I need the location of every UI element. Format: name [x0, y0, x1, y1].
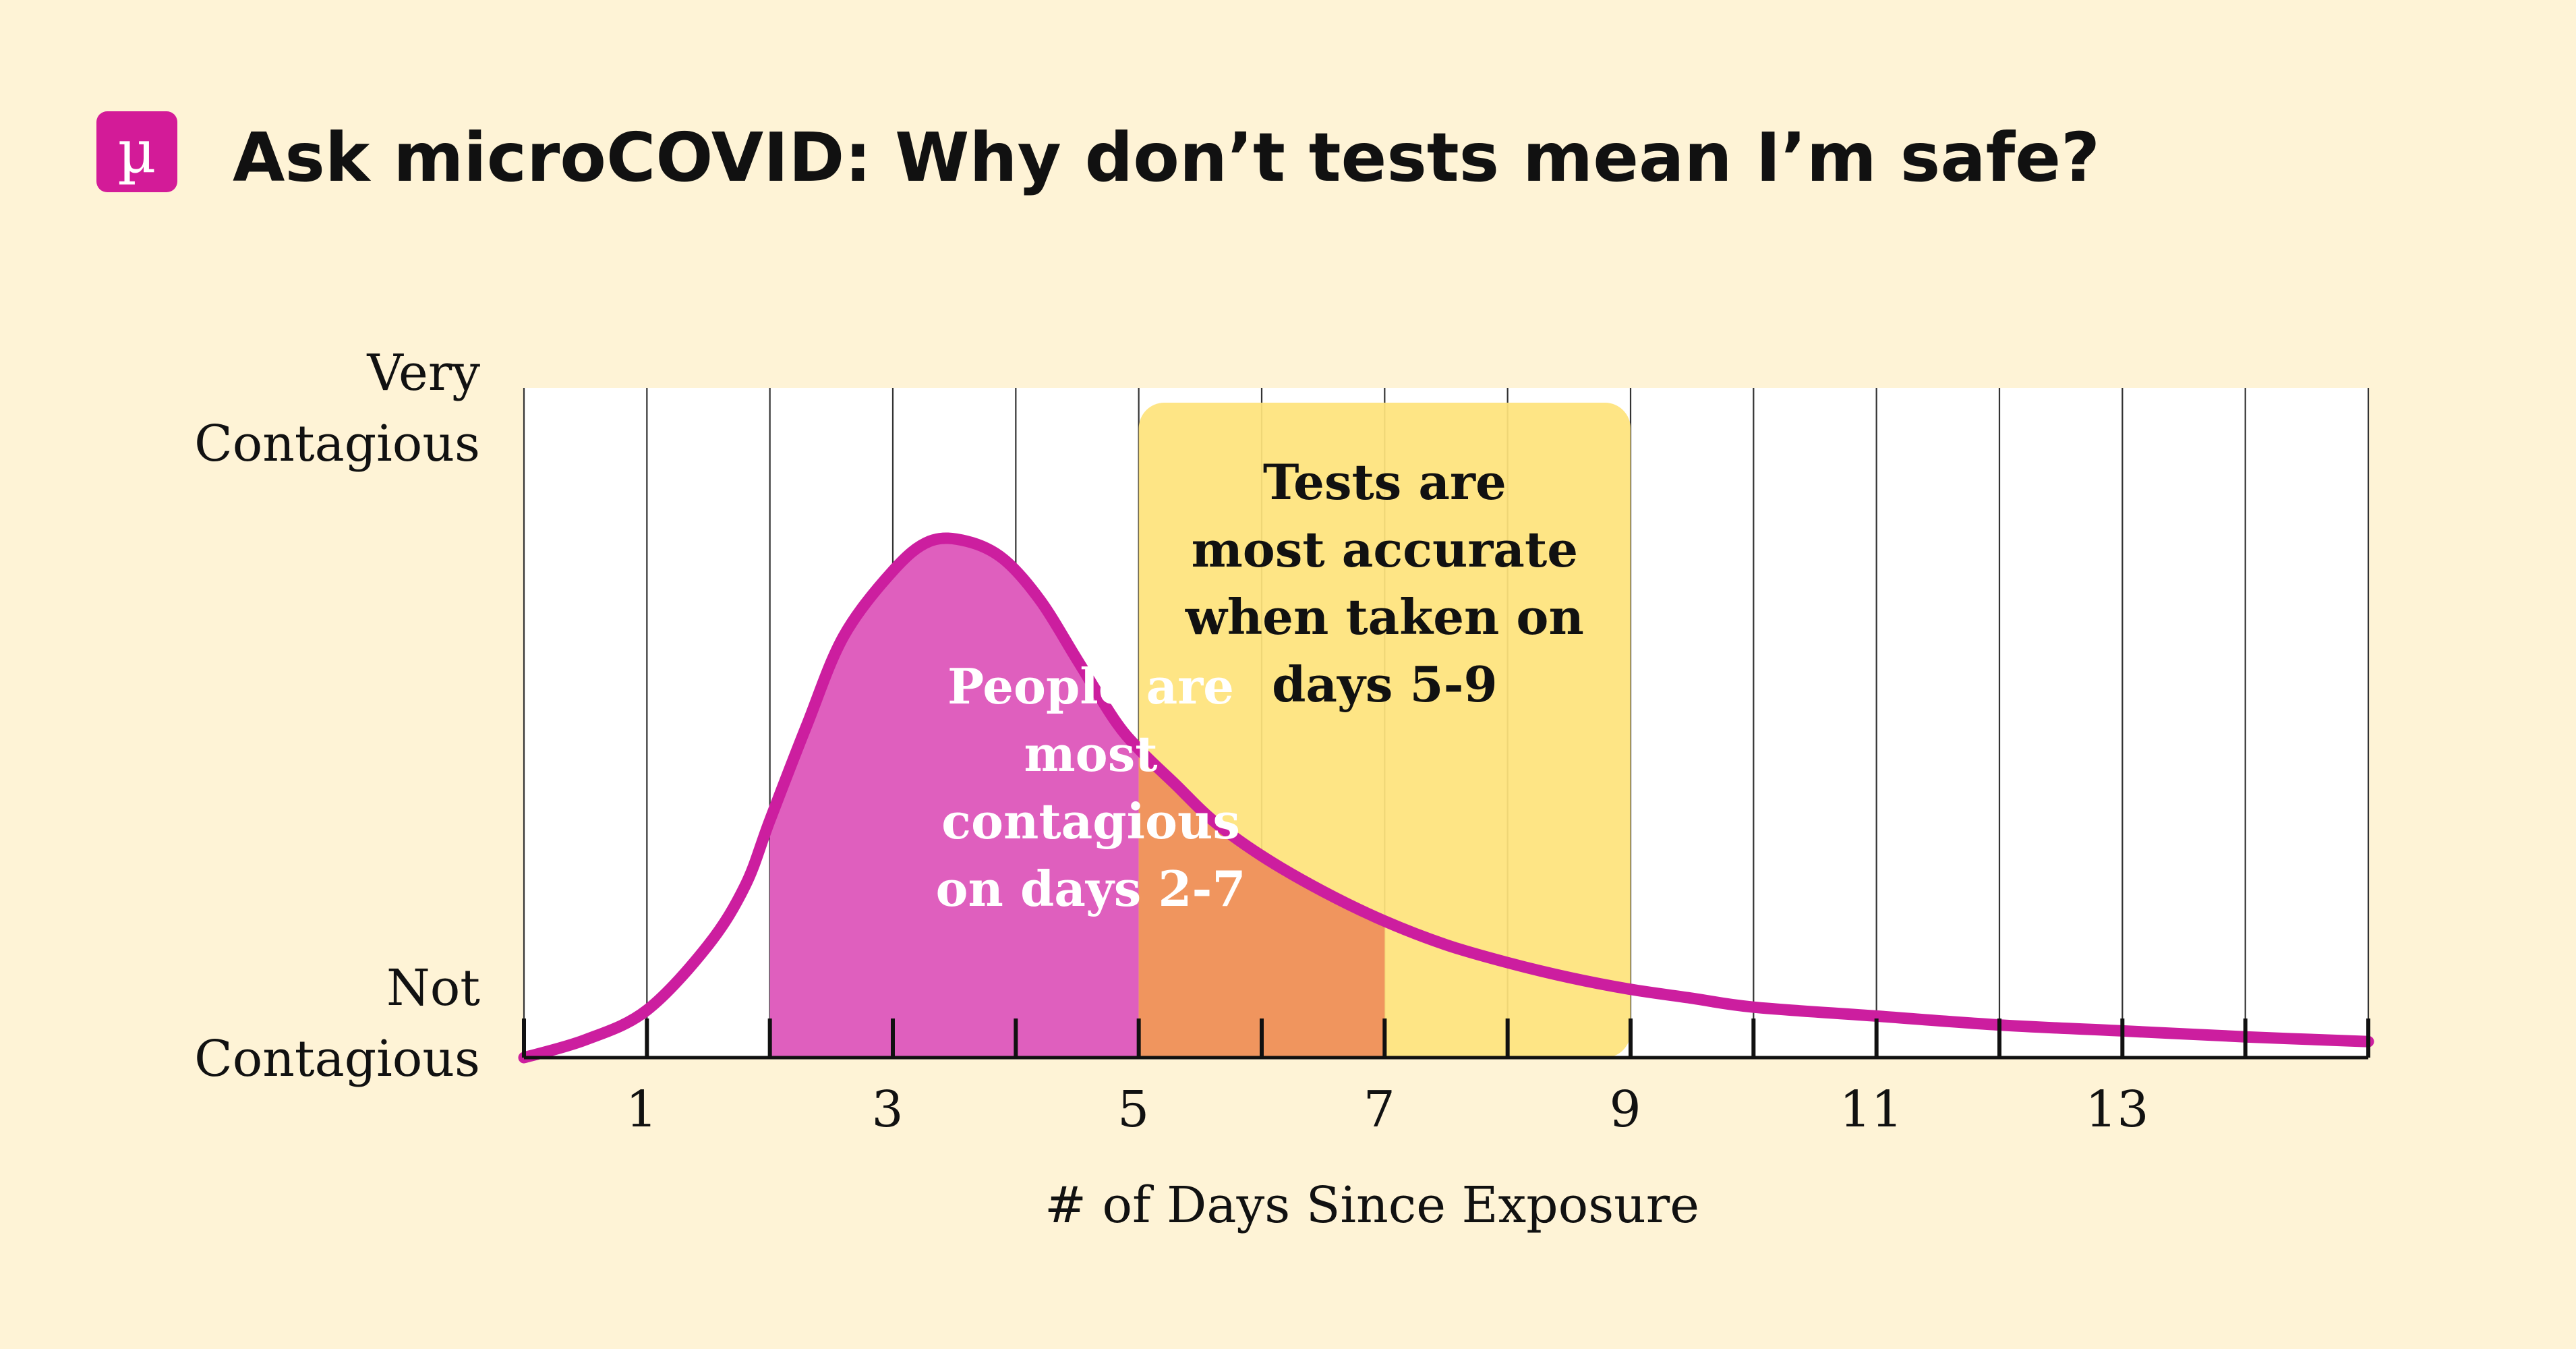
contagious-band-label-line: People are	[947, 658, 1234, 715]
y-tick-label-line: Contagious	[194, 1030, 480, 1088]
x-tick-label: 1	[626, 1081, 657, 1139]
mu-logo-icon	[96, 111, 177, 192]
page-title: Ask microCOVID: Why don’t tests mean I’m…	[233, 118, 2100, 197]
x-tick-label: 13	[2085, 1081, 2148, 1139]
header: µ Ask microCOVID: Why don’t tests mean I…	[96, 111, 2100, 197]
x-tick-label: 7	[1364, 1081, 1395, 1139]
test-band-label-line: most accurate	[1192, 521, 1578, 578]
plot-area: People are most contagious on days 2-7 Tests…	[518, 388, 2374, 1064]
contagious-band-label-line: contagious	[941, 793, 1240, 850]
x-axis-title: # of Days Since Exposure	[1045, 1176, 1699, 1234]
mu-logo-glyph: µ	[117, 117, 156, 186]
y-tick-label-line: Very	[366, 344, 480, 402]
x-tick-label: 5	[1117, 1081, 1149, 1139]
y-tick-label-line: Not	[386, 959, 480, 1017]
x-tick-label: 9	[1609, 1081, 1641, 1139]
x-axis-ticks	[522, 1018, 2370, 1058]
contagious-band-label-line: most	[1024, 725, 1158, 782]
x-tick-label: 11	[1840, 1081, 1903, 1139]
test-band-label-line: when taken on	[1185, 588, 1584, 645]
contagious-band-label-line: on days 2-7	[936, 860, 1246, 917]
test-band-label-line: Tests are	[1263, 453, 1506, 511]
band-labels: People are most contagious on days 2-7 Tests…	[936, 453, 1584, 917]
contagiousness-curve	[518, 532, 2374, 1064]
x-tick-label: 3	[871, 1081, 903, 1139]
x-axis-tick-labels: 1 3 5 7 9 11 13	[626, 1081, 2149, 1139]
overlap-fill	[1138, 749, 1385, 1058]
y-axis-tick-labels: Not Contagious Very Contagious	[194, 344, 480, 1088]
y-tick-label-line: Contagious	[194, 415, 480, 473]
test-band-label-line: days 5-9	[1272, 656, 1498, 713]
